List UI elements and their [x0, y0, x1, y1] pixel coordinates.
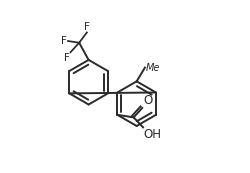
Text: F: F [61, 36, 67, 46]
Text: O: O [142, 94, 152, 107]
Text: OH: OH [143, 128, 161, 141]
Text: F: F [84, 22, 89, 32]
Text: Me: Me [145, 63, 160, 73]
Text: F: F [64, 53, 70, 63]
